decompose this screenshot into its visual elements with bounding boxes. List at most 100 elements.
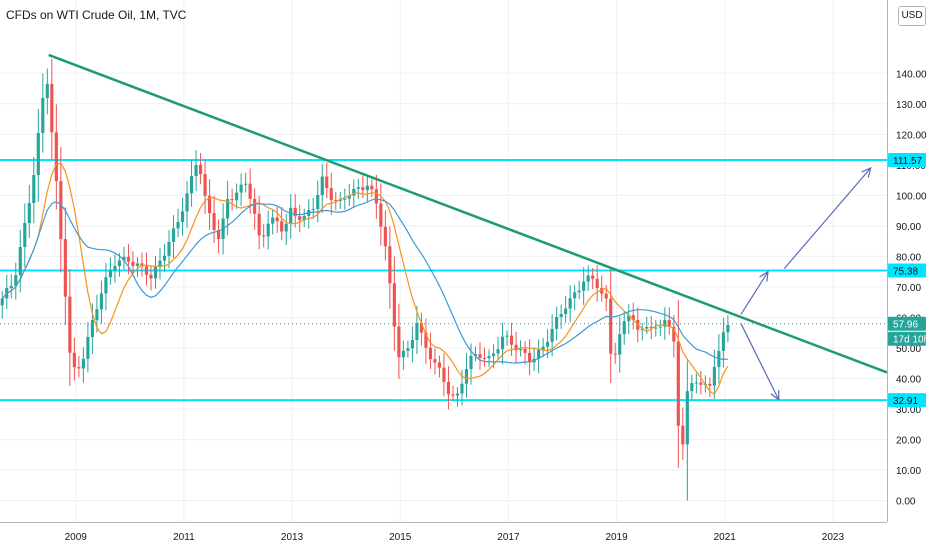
candle <box>532 347 536 371</box>
candle-body <box>266 223 270 237</box>
candle <box>45 68 49 115</box>
candle-body <box>104 277 108 294</box>
candle <box>266 210 270 250</box>
candle <box>239 173 243 207</box>
candle-body <box>582 281 586 291</box>
candle-body <box>293 207 297 217</box>
candle <box>253 188 257 230</box>
candle-body <box>50 83 54 133</box>
candle-body <box>509 335 514 345</box>
candle <box>613 342 617 364</box>
candle <box>158 247 162 280</box>
candle-body <box>99 293 103 310</box>
candle <box>226 180 230 236</box>
candle-body <box>325 176 329 189</box>
candle-body <box>491 353 496 357</box>
candle-body <box>410 340 414 349</box>
candle-body <box>446 381 451 395</box>
candle <box>419 312 423 346</box>
candle <box>442 353 446 397</box>
candle <box>271 209 275 235</box>
candle <box>410 326 414 363</box>
x-tick-label: 2023 <box>822 532 845 543</box>
candle-body <box>464 369 469 384</box>
moving-average-line <box>1 162 729 396</box>
hline-price-label: 32.91 <box>888 393 926 408</box>
y-tick-label: 70.00 <box>896 283 921 294</box>
y-tick-label: 120.00 <box>896 130 927 141</box>
candle <box>144 252 149 286</box>
candle <box>176 208 180 238</box>
arrow <box>783 166 872 270</box>
candle-body <box>77 367 81 369</box>
candle <box>217 219 221 254</box>
candle-body <box>320 176 324 196</box>
currency-button[interactable]: USD <box>898 6 926 26</box>
candle <box>379 183 383 246</box>
candle <box>194 149 198 192</box>
candle-body <box>68 296 72 353</box>
candle-body <box>537 349 541 359</box>
candle-body <box>694 382 698 384</box>
candle-body <box>135 263 140 266</box>
candle <box>189 160 194 207</box>
candle <box>681 407 685 460</box>
candle-body <box>356 187 360 189</box>
candle-body <box>568 298 572 309</box>
candle-body <box>27 203 31 223</box>
candle-body <box>212 213 216 231</box>
candle-body <box>289 207 293 224</box>
hline-price-label: 75.38 <box>888 263 926 278</box>
y-tick-label: 90.00 <box>896 222 921 233</box>
candle-body <box>383 226 387 247</box>
candle-body <box>194 165 198 177</box>
candle <box>586 265 590 291</box>
candle <box>667 307 671 335</box>
candle-body <box>667 320 671 328</box>
candle-body <box>401 350 405 358</box>
trendline <box>48 53 888 374</box>
candle-body <box>541 346 545 350</box>
candle-body <box>95 309 99 321</box>
last-price-label-bg <box>888 316 926 331</box>
candle <box>618 316 622 373</box>
candle <box>14 262 18 300</box>
candle-body <box>203 174 207 196</box>
candle-body <box>618 334 622 355</box>
candle-body <box>546 341 550 347</box>
candle <box>406 340 410 358</box>
candle <box>428 332 433 370</box>
candle <box>482 347 487 367</box>
arrow <box>740 270 769 315</box>
candle <box>347 183 351 207</box>
candle <box>320 164 324 213</box>
candle <box>212 195 216 243</box>
candle-body <box>631 315 635 321</box>
candle <box>307 199 311 229</box>
candle-body <box>442 367 446 382</box>
candle-body <box>14 275 18 286</box>
candle-body <box>117 260 122 266</box>
candle <box>500 322 505 365</box>
candle-body <box>406 348 410 351</box>
candle-body <box>478 354 482 358</box>
candle-body <box>415 322 419 341</box>
candle-body <box>343 198 347 200</box>
candle-body <box>640 328 644 330</box>
arrow-line <box>783 167 872 270</box>
countdown-bg <box>888 331 926 346</box>
candle-body <box>131 261 135 266</box>
candle <box>63 207 67 325</box>
candle-body <box>573 292 577 299</box>
candle <box>685 360 689 501</box>
candle-body <box>248 183 252 199</box>
candle <box>383 210 387 261</box>
candle <box>9 274 13 299</box>
candle <box>559 304 563 329</box>
candle <box>334 191 338 211</box>
candle-body <box>257 213 261 236</box>
candle <box>280 206 284 241</box>
arrow-head <box>759 270 769 282</box>
